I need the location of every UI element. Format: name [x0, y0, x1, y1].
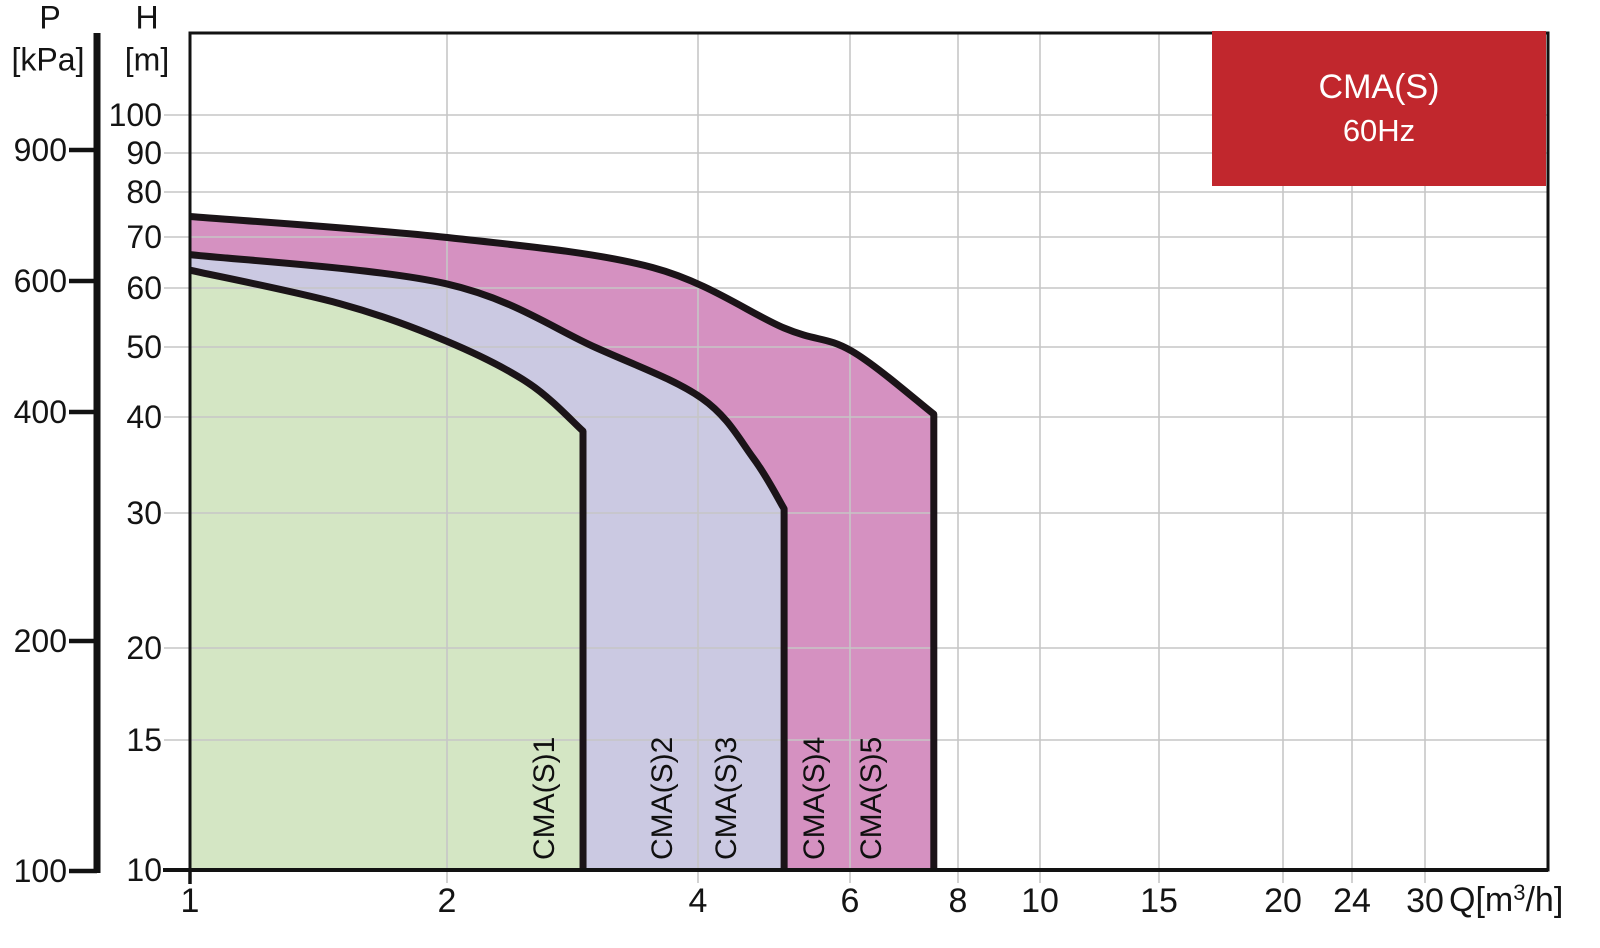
- envelope-outline-cma-s-2-3: [189, 251, 788, 871]
- envelope-outline-cma-s-4-5: [189, 212, 938, 871]
- region-fill-cma-s-1: [190, 270, 584, 870]
- envelope-outline-cma-s-1: [189, 266, 587, 871]
- series-badge: CMA(S) 60Hz: [1212, 31, 1546, 186]
- badge-title: CMA(S): [1318, 68, 1440, 106]
- badge-frequency: 60Hz: [1342, 113, 1416, 148]
